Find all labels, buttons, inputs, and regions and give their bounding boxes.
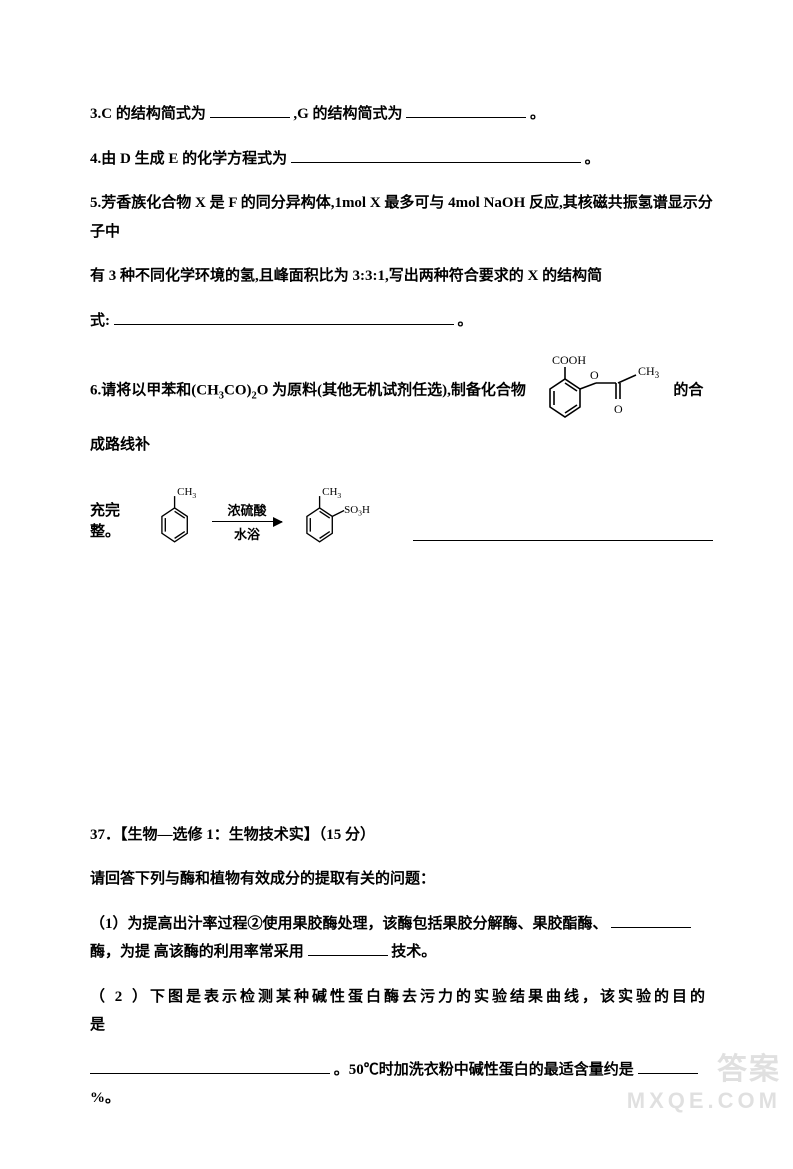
q37-blank-4[interactable] bbox=[638, 1056, 698, 1074]
q37-p1c: 高该酶的利用率常采用 bbox=[154, 944, 304, 960]
q3-blank-2[interactable] bbox=[406, 101, 526, 119]
q37-blank-3[interactable] bbox=[90, 1056, 330, 1074]
q5-line3b: 。 bbox=[458, 313, 473, 329]
reaction-arrow: 浓硫酸 水浴 bbox=[212, 500, 282, 543]
q6-tail: 充完整。 bbox=[90, 499, 141, 561]
mol-dblo: O bbox=[614, 402, 623, 416]
q6-part1a: 6.请将以甲苯和(CH bbox=[90, 382, 219, 398]
arrow-top: 浓硫酸 bbox=[227, 500, 266, 519]
q37-intro: 请回答下列与酶和植物有效成分的提取有关的问题： bbox=[90, 865, 713, 894]
q37-p2b-line: 。50℃时加洗衣粉中碱性蛋白的最适含量约是 %。 bbox=[90, 1056, 713, 1113]
mol-ch3-sub: 3 bbox=[654, 370, 659, 380]
q37-p1: （1）为提高出汁率过程②使用果胶酶处理，该酶包括果胶分解酶、果胶酯酶、 酶，为提… bbox=[90, 910, 713, 967]
q3-mid: ,G 的结构简式为 bbox=[293, 106, 402, 122]
q3-blank-1[interactable] bbox=[210, 101, 290, 119]
toluene-svg: CH3 bbox=[145, 476, 204, 561]
q4-suffix: 。 bbox=[585, 151, 600, 167]
q6-part1c: O 为原料(其他无机试剂任选),制备化合物 bbox=[257, 382, 526, 398]
q6-answer-blank[interactable] bbox=[413, 539, 713, 541]
mol-o: O bbox=[590, 368, 599, 382]
reaction-scheme: 充完整。 CH3 浓硫酸 水浴 bbox=[90, 476, 713, 561]
mol-ch3: CH bbox=[638, 364, 655, 378]
q5-line3: 式: 。 bbox=[90, 307, 713, 336]
svg-text:CH3: CH3 bbox=[638, 364, 660, 380]
q37-blank-1[interactable] bbox=[611, 910, 691, 928]
arrow-bottom: 水浴 bbox=[234, 524, 260, 543]
q37-blank-2[interactable] bbox=[308, 939, 388, 957]
prod-ch: CH bbox=[322, 486, 337, 498]
question-4: 4.由 D 生成 E 的化学方程式为 。 bbox=[90, 145, 713, 174]
q4-prefix: 4.由 D 生成 E 的化学方程式为 bbox=[90, 151, 287, 167]
q5-line2: 有 3 种不同化学环境的氢,且峰面积比为 3:3:1,写出两种符合要求的 X 的… bbox=[90, 262, 713, 291]
question-3: 3.C 的结构简式为 ,G 的结构简式为 。 bbox=[90, 100, 713, 129]
q3-prefix: 3.C 的结构简式为 bbox=[90, 106, 206, 122]
q37-p1a: （1）为提高出汁率过程②使用果胶酶处理，该酶包括果胶分解酶、果胶酯酶、 bbox=[90, 916, 608, 932]
q37-p2b: 。50℃时加洗衣粉中碱性蛋白的最适含量约是 bbox=[334, 1062, 634, 1078]
q4-blank[interactable] bbox=[291, 145, 581, 163]
svg-text:CH3: CH3 bbox=[177, 486, 196, 500]
toluene-sub: 3 bbox=[192, 490, 196, 499]
mol-cooh: COOH bbox=[552, 353, 586, 367]
exam-page: 3.C 的结构简式为 ,G 的结构简式为 。 4.由 D 生成 E 的化学方程式… bbox=[0, 0, 793, 1169]
aspirin-molecule-svg: COOH O O CH3 bbox=[530, 351, 670, 431]
q37-p2a: （ 2 ）下图是表示检测某种碱性蛋白酶去污力的实验结果曲线，该实验的目的是 bbox=[90, 983, 713, 1040]
prod-so-h: H bbox=[362, 504, 370, 516]
q5-blank[interactable] bbox=[114, 307, 454, 325]
q37-heading: 37．【生物—选修 1：生物技术实】（15 分） bbox=[90, 821, 713, 850]
question-6-line1: 6.请将以甲苯和(CH3CO)2O 为原料(其他无机试剂任选),制备化合物 bbox=[90, 351, 713, 460]
q6-part1b: CO) bbox=[224, 382, 252, 398]
prod-ch-sub: 3 bbox=[337, 490, 341, 499]
q37-p1b: 酶，为提 bbox=[90, 944, 150, 960]
q5-line1: 5.芳香族化合物 X 是 F 的同分异构体,1mol X 最多可与 4mol N… bbox=[90, 189, 713, 246]
svg-text:SO3H: SO3H bbox=[344, 504, 370, 518]
section-gap bbox=[90, 561, 713, 821]
arrow-line bbox=[212, 521, 282, 522]
q3-suffix: 。 bbox=[530, 106, 545, 122]
svg-text:CH3: CH3 bbox=[322, 486, 341, 500]
q5-line3a: 式: bbox=[90, 313, 110, 329]
q37-p1d: 技术。 bbox=[391, 944, 436, 960]
toluene-ch: CH bbox=[177, 486, 192, 498]
q37-p2c: %。 bbox=[90, 1090, 120, 1106]
product-svg: CH3 SO3H bbox=[290, 476, 383, 561]
prod-so: SO bbox=[344, 504, 358, 516]
